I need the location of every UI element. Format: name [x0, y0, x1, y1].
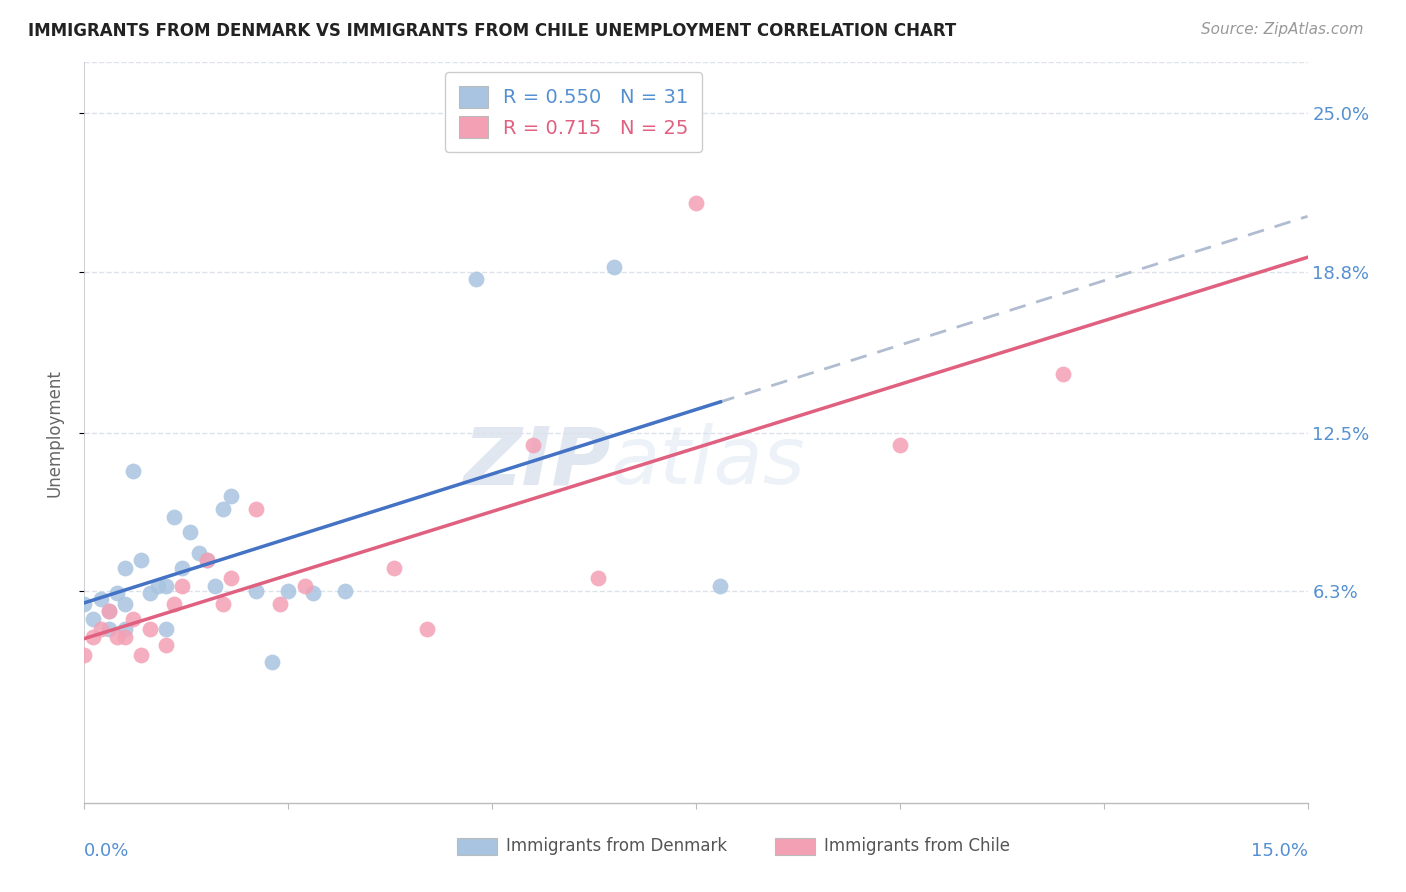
Point	[260, 656, 283, 670]
Text: Source: ZipAtlas.com: Source: ZipAtlas.com	[1201, 22, 1364, 37]
Text: atlas: atlas	[610, 423, 806, 501]
Point	[301, 586, 323, 600]
Point	[155, 638, 177, 652]
Point	[195, 553, 218, 567]
Point	[163, 509, 186, 524]
Point	[335, 583, 357, 598]
FancyBboxPatch shape	[776, 838, 814, 855]
Point	[603, 260, 626, 274]
Point	[172, 579, 194, 593]
Point	[73, 597, 96, 611]
Point	[122, 464, 145, 478]
Point	[277, 583, 299, 598]
Point	[97, 604, 120, 618]
Point	[131, 553, 153, 567]
Point	[172, 561, 194, 575]
Point	[245, 583, 267, 598]
Text: IMMIGRANTS FROM DENMARK VS IMMIGRANTS FROM CHILE UNEMPLOYMENT CORRELATION CHART: IMMIGRANTS FROM DENMARK VS IMMIGRANTS FR…	[28, 22, 956, 40]
Y-axis label: Unemployment: Unemployment	[45, 368, 63, 497]
Point	[522, 438, 544, 452]
Point	[155, 579, 177, 593]
FancyBboxPatch shape	[457, 838, 496, 855]
Point	[464, 272, 486, 286]
Point	[685, 195, 707, 210]
Text: Immigrants from Chile: Immigrants from Chile	[824, 838, 1011, 855]
Point	[889, 438, 911, 452]
Point	[1052, 367, 1074, 381]
Point	[90, 622, 112, 636]
Point	[219, 490, 242, 504]
Point	[269, 597, 291, 611]
Point	[146, 579, 169, 593]
Point	[709, 579, 731, 593]
Point	[114, 630, 136, 644]
Point	[212, 597, 235, 611]
Text: Immigrants from Denmark: Immigrants from Denmark	[506, 838, 727, 855]
Point	[114, 622, 136, 636]
Point	[82, 630, 104, 644]
Point	[416, 622, 439, 636]
Point	[138, 586, 160, 600]
Point	[212, 502, 235, 516]
Point	[163, 597, 186, 611]
Point	[131, 648, 153, 662]
Point	[294, 579, 316, 593]
Text: 15.0%: 15.0%	[1250, 842, 1308, 860]
Point	[586, 571, 609, 585]
Point	[105, 586, 128, 600]
Point	[90, 591, 112, 606]
Point	[204, 579, 226, 593]
Point	[382, 561, 405, 575]
Point	[138, 622, 160, 636]
Text: 0.0%: 0.0%	[84, 842, 129, 860]
Point	[114, 561, 136, 575]
Point	[82, 612, 104, 626]
Point	[97, 604, 120, 618]
Point	[97, 622, 120, 636]
Point	[187, 546, 209, 560]
Point	[122, 612, 145, 626]
Point	[219, 571, 242, 585]
Point	[179, 525, 201, 540]
Point	[73, 648, 96, 662]
Legend: R = 0.550   N = 31, R = 0.715   N = 25: R = 0.550 N = 31, R = 0.715 N = 25	[444, 72, 703, 152]
Text: ZIP: ZIP	[463, 423, 610, 501]
Point	[114, 597, 136, 611]
Point	[155, 622, 177, 636]
Point	[195, 553, 218, 567]
Point	[245, 502, 267, 516]
Point	[105, 630, 128, 644]
